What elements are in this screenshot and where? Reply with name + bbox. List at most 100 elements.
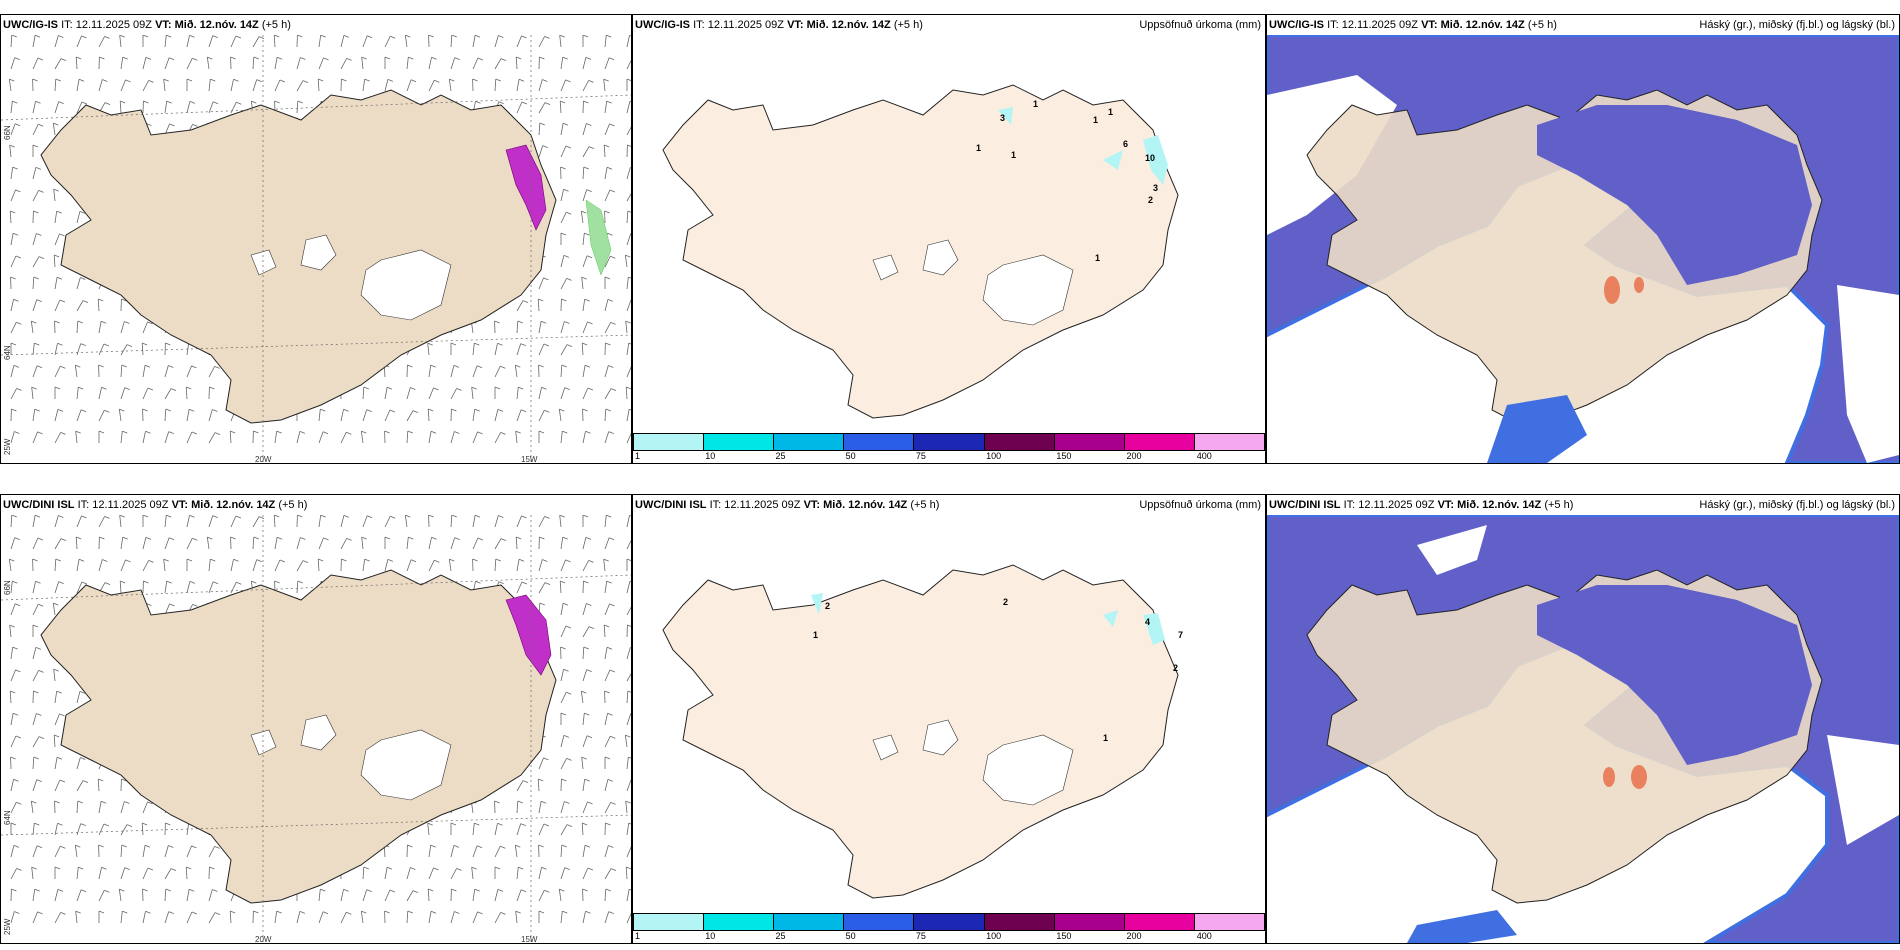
wind-barb <box>10 35 13 48</box>
wind-barb <box>32 823 35 836</box>
wind-barb-flag <box>430 364 436 368</box>
lat-label-66N: 66N <box>3 580 12 595</box>
wind-barb-flag <box>142 342 148 346</box>
wind-barb <box>141 342 144 356</box>
wind-barb-flag <box>214 912 221 915</box>
wind-barb-flag <box>582 888 588 892</box>
wind-barb-flag <box>101 866 107 870</box>
wind-barb <box>142 387 149 400</box>
wind-barb <box>582 735 588 748</box>
wind-barb <box>560 824 568 836</box>
wind-barb-flag <box>168 911 174 914</box>
wind-barb-flag <box>587 801 593 805</box>
wind-barb <box>164 845 169 858</box>
vt-label: VT: <box>155 19 172 31</box>
wind-barb <box>54 889 59 902</box>
wind-barb-flag <box>474 515 481 518</box>
wind-barb-flag <box>582 822 588 826</box>
wind-barb <box>340 538 347 550</box>
colorbar-tick-label: 50 <box>845 451 856 461</box>
wind-barb <box>626 779 631 792</box>
wind-barb <box>76 101 83 114</box>
wind-barb-flag <box>609 123 615 127</box>
wind-barb <box>559 35 562 48</box>
wind-barb-flag <box>412 890 419 893</box>
wind-barb-flag <box>81 35 87 39</box>
wind-barb-flag <box>104 409 110 413</box>
wind-barb-flag <box>14 537 20 540</box>
wind-barb-flag <box>476 845 483 849</box>
precip-shade <box>811 593 823 615</box>
wind-barb-flag <box>59 233 65 237</box>
wind-barb-flag <box>610 802 616 805</box>
wind-barb-flag <box>427 342 433 346</box>
wind-barb-flag <box>251 100 257 104</box>
colorbar-swatch <box>1053 913 1124 931</box>
wind-barb-flag <box>412 410 419 413</box>
wind-barb-flag <box>212 581 219 585</box>
wind-barb-flag <box>35 100 41 104</box>
wind-barb <box>516 409 522 422</box>
wind-barb <box>10 123 16 136</box>
wind-barb <box>450 57 456 70</box>
wind-barb-flag <box>562 122 569 126</box>
wind-barb <box>32 537 39 550</box>
wind-barb-flag <box>363 866 369 870</box>
wind-barb-flag <box>604 690 610 694</box>
wind-barb <box>624 255 628 268</box>
wind-barb-flag <box>588 626 595 629</box>
wind-barb <box>604 167 608 180</box>
precip-value: 2 <box>1003 597 1009 607</box>
wind-barb <box>362 559 366 572</box>
wind-barb-flag <box>214 366 220 369</box>
wind-barb-flag <box>15 189 21 193</box>
wind-barb-flag <box>142 408 148 412</box>
wind-barb <box>274 559 281 572</box>
wind-barb <box>10 911 15 924</box>
wind-barb-flag <box>10 276 16 280</box>
wind-barb <box>163 559 166 572</box>
wind-barb-flag <box>586 255 593 259</box>
wind-barb-flag <box>13 845 20 848</box>
wind-barb <box>164 911 170 924</box>
wind-barb <box>626 606 631 616</box>
wind-barb-flag <box>33 276 39 280</box>
wind-barb-flag <box>119 515 125 518</box>
wind-barb <box>208 79 211 92</box>
wind-barb-flag <box>543 343 550 347</box>
wind-barb-flag <box>276 430 282 434</box>
wind-barb-flag <box>38 670 44 673</box>
wind-barb <box>472 57 479 70</box>
wind-barb <box>582 646 585 660</box>
wind-barb <box>208 35 214 48</box>
wind-barb <box>361 537 364 550</box>
wind-barb <box>186 845 192 858</box>
cloud-band <box>1487 395 1587 463</box>
wind-barb <box>53 254 56 268</box>
wind-barb-flag <box>146 603 152 606</box>
wind-barb-flag <box>564 321 570 324</box>
wind-barb <box>538 867 542 880</box>
wind-barb <box>75 536 78 550</box>
wind-barb <box>32 581 36 594</box>
wind-barb-flag <box>191 845 197 849</box>
wind-barb-flag <box>170 388 177 391</box>
wind-barb-flag <box>625 734 631 738</box>
wind-barb-flag <box>189 581 196 584</box>
wind-barb-flag <box>145 57 152 60</box>
wind-barb <box>32 431 38 444</box>
wind-barb-flag <box>518 558 525 562</box>
wind-barb-flag <box>14 431 20 434</box>
wind-barb-flag <box>34 35 41 38</box>
wind-barb <box>10 431 15 444</box>
wind-barb-flag <box>37 537 44 541</box>
iceland-land <box>662 84 1179 419</box>
wind-barb <box>54 846 61 858</box>
wind-barb-flag <box>498 35 504 38</box>
wind-barb-flag <box>142 888 148 892</box>
wind-barb <box>428 365 432 378</box>
wind-barb-flag <box>582 35 589 38</box>
wind-barb <box>318 57 324 70</box>
wind-barb-flag <box>230 56 236 60</box>
wind-barb <box>560 57 564 70</box>
